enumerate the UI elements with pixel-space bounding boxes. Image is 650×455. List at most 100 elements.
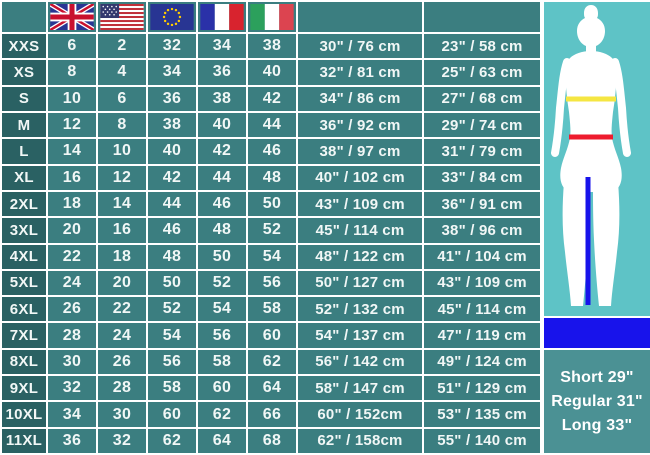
us-value-cell: 8 — [98, 112, 146, 138]
it-value-cell: 46 — [248, 139, 296, 164]
chest-value-cell: 38" / 97 cm — [298, 139, 422, 164]
waist-value-cell: 23" / 58 cm — [424, 34, 540, 59]
us-value-cell: 6 — [98, 86, 146, 111]
waist-value-cell: 31" / 79 cm — [424, 139, 540, 164]
size-label-cell: XL — [2, 165, 46, 190]
eu-value-cell: 34 — [148, 60, 196, 85]
fr-value-cell: 38 — [198, 86, 246, 111]
uk-value-cell: 34 — [48, 402, 96, 427]
it-value-cell: 68 — [248, 428, 296, 453]
france-flag-header — [198, 2, 246, 32]
us-value-cell: 20 — [98, 270, 146, 296]
it-value-cell: 38 — [248, 34, 296, 59]
us-value-cell: 10 — [98, 139, 146, 164]
table-row: 5XL 24 20 50 52 56 50" / 127 cm 43" / 109 cm — [2, 270, 540, 296]
uk-value-cell: 18 — [48, 191, 96, 217]
size-label-cell: L — [2, 139, 46, 164]
waist-value-cell: 43" / 109 cm — [424, 270, 540, 296]
eu-value-cell: 52 — [148, 297, 196, 322]
size-label-cell: XXS — [2, 34, 46, 59]
body-figure — [544, 2, 650, 316]
waist-value-cell: 55" / 140 cm — [424, 428, 540, 453]
fr-value-cell: 50 — [198, 244, 246, 269]
size-label-cell: 7XL — [2, 323, 46, 348]
fr-value-cell: 52 — [198, 270, 246, 296]
waist-value-cell: 25" / 63 cm — [424, 60, 540, 85]
it-value-cell: 40 — [248, 60, 296, 85]
size-label-cell: XS — [2, 60, 46, 85]
us-flag-header — [98, 2, 146, 32]
it-value-cell: 58 — [248, 297, 296, 322]
eu-value-cell: 50 — [148, 270, 196, 296]
it-value-cell: 52 — [248, 218, 296, 243]
table-row: 4XL 22 18 48 50 54 48" / 122 cm 41" / 104 cm — [2, 244, 540, 269]
table-row: M 12 8 38 40 44 36" / 92 cm 29" / 74 cm — [2, 112, 540, 138]
fr-value-cell: 42 — [198, 139, 246, 164]
leg-length-long: Long 33" — [561, 416, 633, 434]
italy-flag-icon — [250, 4, 294, 30]
it-value-cell: 66 — [248, 402, 296, 427]
silhouette-left-arm — [551, 58, 571, 157]
us-value-cell: 24 — [98, 323, 146, 348]
silhouette-neck — [586, 44, 596, 54]
chest-value-cell: 40" / 102 cm — [298, 165, 422, 190]
chest-value-cell: 58" / 147 cm — [298, 376, 422, 401]
size-label-cell: 6XL — [2, 297, 46, 322]
fr-value-cell: 46 — [198, 191, 246, 217]
waist-value-cell: 36" / 91 cm — [424, 191, 540, 217]
chest-value-cell: 32" / 81 cm — [298, 60, 422, 85]
france-flag-icon — [200, 4, 244, 30]
figure-panel: Short 29" Regular 31" Long 33" — [544, 0, 650, 455]
table-row: XXS 6 2 32 34 38 30" / 76 cm 23" / 58 cm — [2, 34, 540, 59]
chest-value-cell: 60" / 152cm — [298, 402, 422, 427]
uk-value-cell: 12 — [48, 112, 96, 138]
it-value-cell: 44 — [248, 112, 296, 138]
size-label-cell: 9XL — [2, 376, 46, 401]
fr-value-cell: 36 — [198, 60, 246, 85]
size-label-cell: 8XL — [2, 349, 46, 375]
it-value-cell: 60 — [248, 323, 296, 348]
uk-value-cell: 28 — [48, 323, 96, 348]
chest-value-cell: 36" / 92 cm — [298, 112, 422, 138]
table-row: S 10 6 36 38 42 34" / 86 cm 27" / 68 cm — [2, 86, 540, 111]
size-label-cell: M — [2, 112, 46, 138]
size-label-cell: 3XL — [2, 218, 46, 243]
size-chart-table: XXS 6 2 32 34 38 30" / 76 cm 23" / 58 cm XS 8 4 34 3… — [0, 0, 542, 455]
fr-value-cell: 62 — [198, 402, 246, 427]
chest-value-cell: 34" / 86 cm — [298, 86, 422, 111]
leg-length-short: Short 29" — [560, 368, 634, 386]
eu-flag-icon — [150, 4, 194, 30]
waist-value-cell: 51" / 129 cm — [424, 376, 540, 401]
us-value-cell: 14 — [98, 191, 146, 217]
eu-value-cell: 56 — [148, 349, 196, 375]
table-header-row — [2, 2, 540, 32]
chest-value-cell: 30" / 76 cm — [298, 34, 422, 59]
it-value-cell: 64 — [248, 376, 296, 401]
uk-value-cell: 30 — [48, 349, 96, 375]
leg-length-panel: Short 29" Regular 31" Long 33" — [544, 350, 650, 453]
it-value-cell: 62 — [248, 349, 296, 375]
eu-value-cell: 38 — [148, 112, 196, 138]
eu-value-cell: 44 — [148, 191, 196, 217]
leg-length-regular: Regular 31" — [551, 392, 643, 410]
table-row: 6XL 26 22 52 54 58 52" / 132 cm 45" / 114 cm — [2, 297, 540, 322]
size-label-cell: 11XL — [2, 428, 46, 453]
us-value-cell: 28 — [98, 376, 146, 401]
fr-value-cell: 34 — [198, 34, 246, 59]
chest-value-cell: 52" / 132 cm — [298, 297, 422, 322]
it-value-cell: 56 — [248, 270, 296, 296]
uk-flag-header — [48, 2, 96, 32]
us-value-cell: 22 — [98, 297, 146, 322]
uk-value-cell: 16 — [48, 165, 96, 190]
fr-value-cell: 56 — [198, 323, 246, 348]
waist-value-cell: 53" / 135 cm — [424, 402, 540, 427]
eu-value-cell: 60 — [148, 402, 196, 427]
uk-value-cell: 22 — [48, 244, 96, 269]
table-row: 2XL 18 14 44 46 50 43" / 109 cm 36" / 91 cm — [2, 191, 540, 217]
inseam-legend-bar — [544, 318, 650, 348]
it-value-cell: 42 — [248, 86, 296, 111]
size-label-cell: 5XL — [2, 270, 46, 296]
it-value-cell: 50 — [248, 191, 296, 217]
us-value-cell: 4 — [98, 60, 146, 85]
uk-flag-icon — [50, 4, 94, 30]
